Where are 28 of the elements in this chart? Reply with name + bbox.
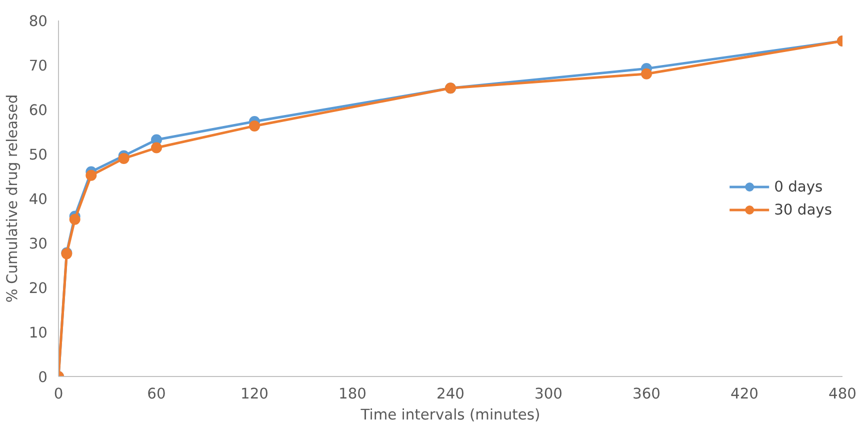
y-tick-label: 30 <box>28 236 48 252</box>
y-tick-label: 20 <box>28 280 48 297</box>
x-tick-label: 60 <box>147 386 166 402</box>
y-tick-label: 10 <box>28 324 48 342</box>
y-tick-label: 0 <box>38 369 48 386</box>
x-tick-label: 420 <box>730 386 758 402</box>
legend-label: 0 days <box>774 178 823 195</box>
legend-label: 30 days <box>774 201 832 218</box>
point <box>69 214 80 225</box>
point <box>86 170 97 181</box>
point <box>641 68 652 80</box>
y-tick-label: 50 <box>28 146 48 164</box>
x-axis-title: Time intervals (minutes) <box>360 406 540 424</box>
point <box>151 142 162 154</box>
y-axis-title: % Cumulative drug released <box>4 94 21 303</box>
x-tick-label: 300 <box>534 386 562 402</box>
x-tick-label: 360 <box>632 386 660 402</box>
y-tick-label: 70 <box>28 58 48 74</box>
x-tick-label: 120 <box>240 386 268 402</box>
x-tick-label: 180 <box>338 386 366 402</box>
x-tick-label: 480 <box>828 386 856 402</box>
point <box>118 152 130 164</box>
y-tick-label: 40 <box>28 191 48 208</box>
x-tick-label: 240 <box>436 386 464 402</box>
x-tick-label: 0 <box>54 386 64 402</box>
y-tick-label: 60 <box>28 102 48 119</box>
y-tick-label: 80 <box>28 13 48 30</box>
point <box>249 120 260 132</box>
